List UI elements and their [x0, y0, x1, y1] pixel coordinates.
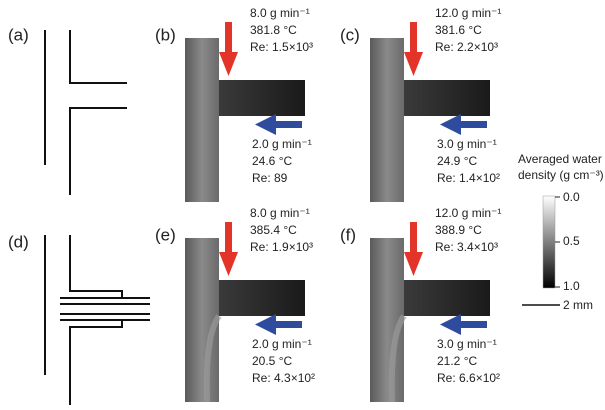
panel-b: (b) 8.0 g min⁻¹ 2.0 g min⁻¹ 381.8 °C 24.6 °C…	[155, 6, 313, 202]
cold-arrow-shaft	[457, 121, 487, 128]
channel-arm	[219, 280, 305, 316]
hot-re: Re: 1.9×10³	[250, 240, 313, 254]
hot-temperature: 385.4 °C	[250, 223, 297, 237]
cold-temperature: 21.2 °C	[437, 354, 477, 368]
hot-flow: 8.0 g min⁻¹	[250, 6, 310, 20]
cold-arrow-head	[255, 114, 276, 135]
hot-arrow-head	[404, 252, 423, 276]
cold-arrow-shaft	[272, 121, 302, 128]
colorbar-gradient	[543, 196, 555, 288]
panel-label: (b)	[155, 25, 176, 44]
cold-arrow-shaft	[272, 321, 302, 328]
colorbar-tick: 0.5	[563, 234, 580, 248]
colorbar-tick: 0.0	[563, 190, 580, 204]
hot-temperature: 388.9 °C	[435, 223, 482, 237]
hot-re: Re: 2.2×10³	[435, 40, 498, 54]
cold-arrow-head	[440, 314, 461, 335]
hot-arrow-shaft	[410, 22, 417, 56]
channel-vertical	[370, 38, 404, 202]
hot-arrow-shaft	[410, 222, 417, 256]
cold-re: Re: 6.6×10²	[437, 371, 500, 385]
hot-arrow-head	[219, 52, 238, 76]
cold-flow: 3.0 g min⁻¹	[437, 137, 497, 151]
colorbar-title: Averaged water	[518, 152, 602, 166]
colorbar-tick: 1.0	[563, 279, 580, 293]
cold-re: Re: 89	[252, 171, 288, 185]
channel-arm	[404, 280, 490, 316]
hot-arrow-shaft	[225, 222, 232, 256]
panel-label: (a)	[8, 25, 29, 44]
hot-temperature: 381.6 °C	[435, 23, 482, 37]
cold-temperature: 24.6 °C	[252, 154, 292, 168]
channel-arm	[404, 80, 490, 116]
cold-flow: 2.0 g min⁻¹	[252, 137, 312, 151]
hot-re: Re: 3.4×10³	[435, 240, 498, 254]
panel-label: (f)	[340, 225, 356, 244]
cold-temperature: 24.9 °C	[437, 154, 477, 168]
cold-flow: 2.0 g min⁻¹	[252, 337, 312, 351]
panel-f: (f) 12.0 g min⁻¹ 3.0 g min⁻¹ 388.9 °C 21.2 °…	[340, 206, 501, 402]
cold-re: Re: 1.4×10²	[437, 171, 500, 185]
colorbar-title: density (g cm⁻³)	[518, 168, 604, 182]
panel-label: (d)	[8, 232, 29, 251]
hot-flow: 12.0 g min⁻¹	[435, 6, 501, 20]
hot-arrow-head	[219, 252, 238, 276]
cold-temperature: 20.5 °C	[252, 354, 292, 368]
cold-re: Re: 4.3×10²	[252, 371, 315, 385]
cold-arrow-shaft	[457, 321, 487, 328]
hot-re: Re: 1.5×10³	[250, 40, 313, 54]
channel-arm	[219, 80, 305, 116]
hot-arrow-shaft	[225, 22, 232, 56]
channel-vertical	[185, 38, 219, 202]
hot-temperature: 381.8 °C	[250, 23, 297, 37]
schematic-d: (d)	[8, 232, 150, 405]
panel-e: (e) 8.0 g min⁻¹ 2.0 g min⁻¹ 385.4 °C 20.5 °C…	[155, 206, 315, 402]
cold-arrow-head	[255, 314, 276, 335]
hot-arrow-head	[404, 52, 423, 76]
hot-flow: 8.0 g min⁻¹	[250, 206, 310, 220]
cold-flow: 3.0 g min⁻¹	[437, 337, 497, 351]
panel-c: (c) 12.0 g min⁻¹ 3.0 g min⁻¹ 381.6 °C 24.9 °…	[340, 6, 501, 202]
cold-arrow-head	[440, 114, 461, 135]
schematic-a: (a)	[8, 25, 127, 195]
colorbar: Averaged water density (g cm⁻³) 0.0 0.5 …	[518, 152, 604, 312]
panel-label: (c)	[340, 25, 360, 44]
panel-label: (e)	[155, 225, 176, 244]
scale-bar-label: 2 mm	[563, 298, 593, 312]
hot-flow: 12.0 g min⁻¹	[435, 206, 501, 220]
figure: (a) (d) Averaged water density (g cm⁻³) …	[0, 0, 605, 410]
